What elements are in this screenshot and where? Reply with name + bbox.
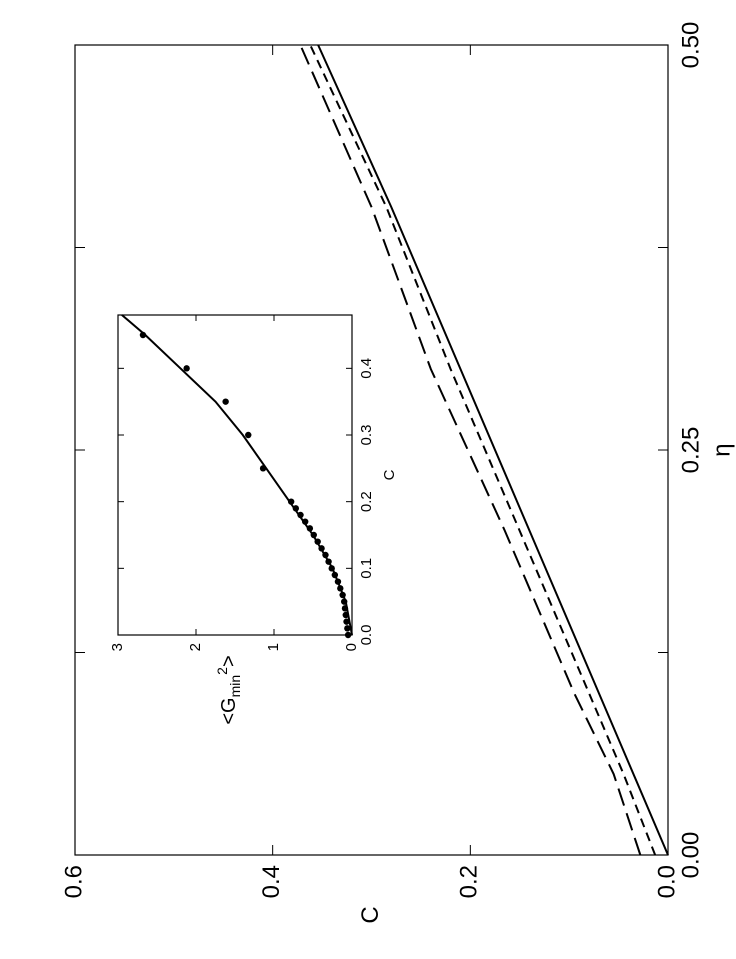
data-point [342, 611, 349, 619]
data-point [139, 331, 147, 339]
x-axis-title: η [708, 443, 735, 456]
y-axis-title-part: min [227, 675, 243, 698]
y-axis-title: C [357, 906, 384, 923]
x-tick-label: 0.00 [677, 832, 704, 879]
data-point [325, 558, 332, 565]
data-point [341, 598, 348, 605]
data-point [343, 618, 350, 625]
x-tick-label: 0.3 [358, 425, 375, 446]
data-line [309, 44, 657, 856]
x-tick-label: 0.4 [358, 358, 375, 379]
data-point [259, 465, 267, 472]
y-tick-label: 0.6 [60, 865, 87, 898]
data-point [183, 365, 190, 372]
data-point [314, 538, 321, 545]
y-axis-title-part: <G [218, 697, 240, 724]
data-point [328, 565, 335, 572]
x-tick-label: 0.0 [358, 625, 375, 646]
data-point [302, 518, 309, 525]
data-point [344, 625, 351, 632]
data-point [334, 578, 342, 585]
x-tick-label: 0.25 [677, 427, 704, 474]
data-point [341, 605, 349, 612]
data-point [318, 545, 325, 552]
data-point [245, 431, 252, 439]
y-axis-title: <Gmin2> [214, 655, 243, 724]
data-point [287, 498, 295, 505]
plot-frame [74, 44, 669, 856]
data-point [322, 551, 329, 559]
data-point [306, 525, 314, 532]
y-tick-label: 0 [343, 643, 360, 651]
data-point [339, 591, 346, 599]
data-point [292, 505, 300, 512]
data-point [297, 511, 304, 519]
data-point [337, 585, 344, 592]
y-tick-label: 3 [109, 643, 126, 651]
data-point [344, 631, 352, 639]
data-point [222, 398, 229, 405]
x-tick-label: 0.1 [358, 558, 375, 579]
y-tick-label: 0.2 [456, 865, 483, 898]
x-axis-title: C [381, 469, 398, 480]
data-line [317, 44, 669, 856]
data-line [121, 314, 353, 636]
x-tick-label: 0.2 [358, 491, 375, 512]
y-tick-label: 0.4 [258, 865, 285, 898]
x-tick-label: 0.50 [677, 22, 704, 69]
y-tick-label: 2 [187, 643, 204, 651]
y-tick-label: 1 [265, 643, 282, 651]
data-point [331, 571, 339, 579]
y-axis-title-part: > [218, 655, 240, 667]
y-tick-label: 0.0 [653, 865, 680, 898]
data-point [310, 531, 317, 539]
plot-frame [117, 314, 353, 636]
y-axis-title-part: 2 [214, 667, 230, 675]
main-chart: 0.000.250.500.00.20.40.6ηC [60, 22, 735, 924]
data-line [299, 44, 642, 856]
